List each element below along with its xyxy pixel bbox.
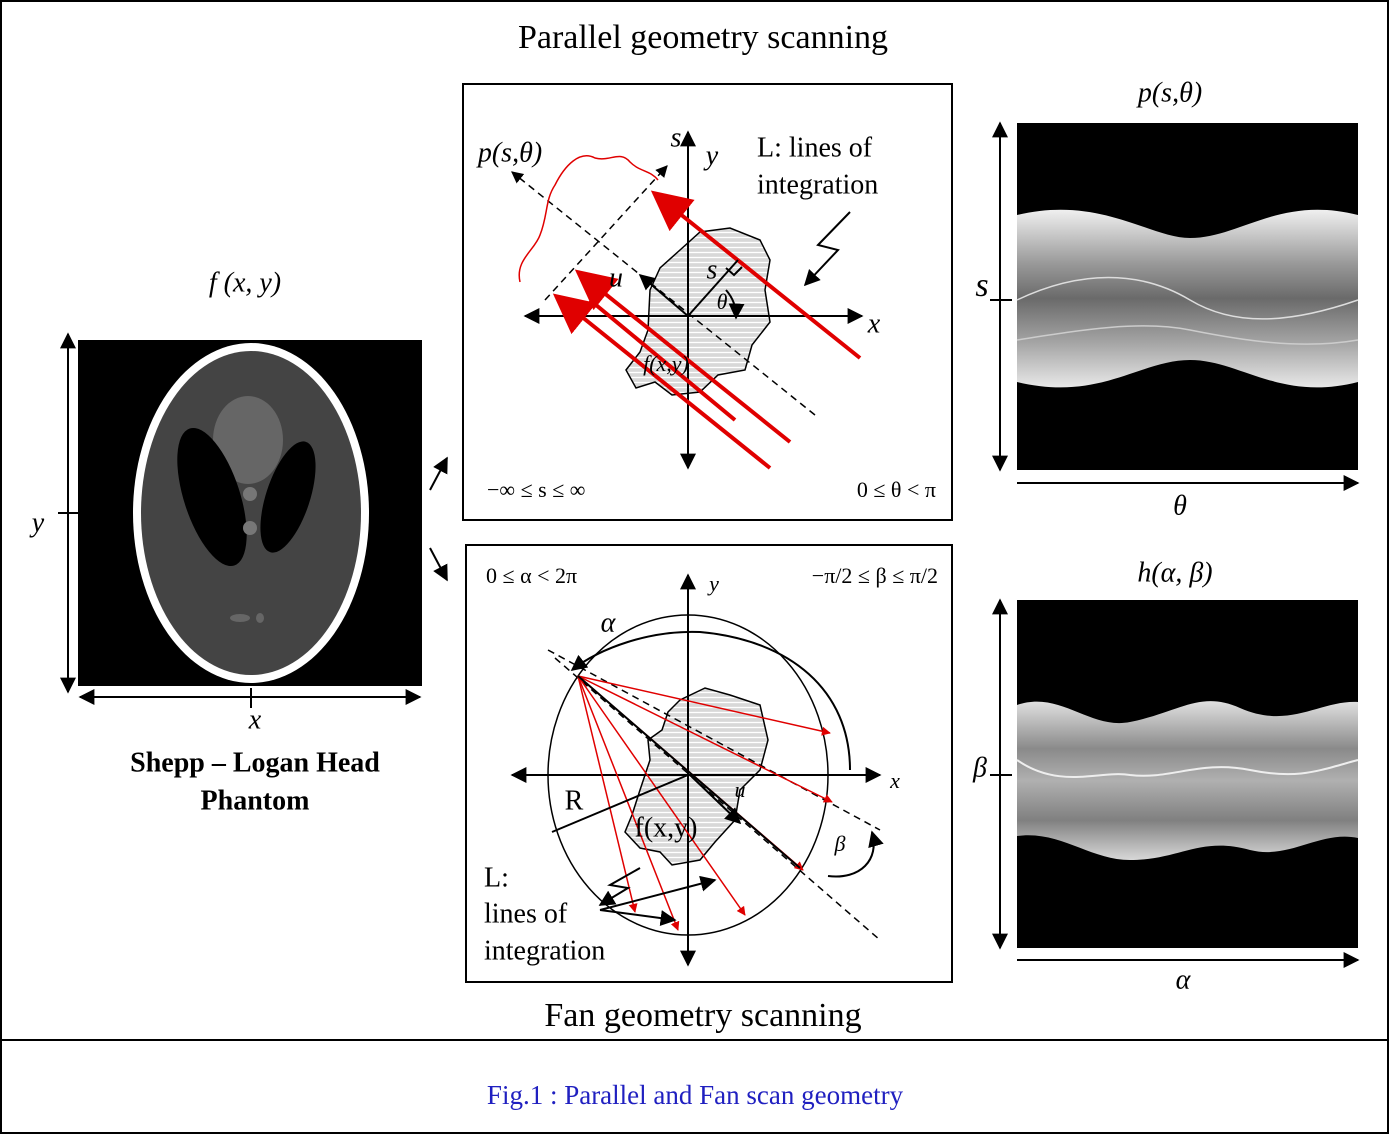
parallel-panel-shape (638, 273, 689, 317)
parallel-panel-shape (552, 293, 772, 470)
phantom-shape (256, 613, 264, 623)
phantom-label: f (x, y) (209, 267, 281, 298)
axis-label: x (867, 308, 881, 339)
axis-label: y (703, 140, 719, 171)
axis-label: β (972, 752, 987, 783)
fan-panel-shape-shape (577, 675, 680, 931)
fan-panel-shape (551, 774, 689, 833)
fan-panel-shape-shape (577, 675, 833, 803)
axis-label: s (671, 122, 682, 153)
fan-sinogram-shape (1017, 701, 1358, 860)
parallel-sinogram-shape (1016, 325, 1359, 345)
lines-label: L: (484, 862, 509, 893)
fan-panel-shape-shape (577, 675, 638, 913)
fan-sinogram-shape (1016, 759, 1359, 778)
sinogram-title: p(s,θ) (1136, 77, 1202, 108)
range: −π/2 ≤ β ≤ π/2 (812, 563, 938, 588)
parallel-panel-shape (518, 155, 659, 283)
axis-label: x (248, 704, 262, 735)
fan-panel-shape (599, 909, 677, 927)
parallel-panel-shape (511, 171, 816, 416)
lines-label: L: lines of (757, 132, 873, 163)
parallel-panel-shape (687, 259, 739, 317)
fan-panel-shape-shape (577, 675, 746, 916)
parallel-panel-shape (574, 269, 792, 444)
fan-sinogram (990, 598, 1360, 968)
title: Parallel geometry scanning (518, 19, 888, 56)
parallel-panel-shape (725, 289, 745, 320)
phantom-name: Shepp – Logan Head (130, 747, 380, 778)
fan-panel-shape (577, 675, 801, 869)
caption: Fig.1 : Parallel and Fan scan geometry (487, 1080, 904, 1110)
axis-label: α (1176, 964, 1192, 995)
axis-label: x (889, 768, 900, 793)
fan-title: Fan geometry scanning (544, 997, 861, 1034)
lines-label: integration (757, 169, 878, 200)
phantom-shape (429, 456, 448, 491)
theta-label: θ (717, 289, 728, 314)
fan-panel-shape (570, 630, 851, 771)
radius-label: R (565, 785, 584, 816)
fan-panel-shape (599, 875, 717, 911)
range: 0 ≤ α < 2π (486, 563, 577, 588)
object-label: f(x,y) (643, 351, 689, 376)
object-label: f(x,y) (635, 812, 698, 843)
fan-panel (465, 544, 953, 983)
lines-label: lines of (484, 898, 568, 929)
phantom-name: Phantom (201, 785, 310, 816)
axis-label: y (707, 571, 719, 596)
phantom-shape (429, 547, 448, 582)
phantom (58, 332, 448, 708)
phantom-shape (260, 441, 316, 553)
parallel-panel-shape (588, 298, 737, 422)
fan-panel-shape-shape (577, 675, 831, 736)
lines-label: integration (484, 935, 605, 966)
beta-label: β (834, 831, 846, 856)
phantom-shape (243, 521, 257, 535)
fan-panel-shape (827, 830, 884, 878)
axis-label: s (975, 267, 988, 304)
phantom-shape (243, 487, 257, 501)
alpha-label: α (601, 607, 617, 638)
parallel-sinogram (990, 121, 1360, 491)
fan-panel-shape (598, 867, 641, 906)
parallel-panel-shape (544, 165, 668, 301)
range: 0 ≤ θ < π (857, 477, 936, 502)
u-label: u (735, 777, 746, 802)
range: −∞ ≤ s ≤ ∞ (487, 477, 585, 502)
parallel-panel-shape (650, 190, 862, 360)
phantom-shape (213, 396, 283, 484)
phantom-shape (177, 427, 247, 567)
axis-label: y (29, 507, 45, 538)
sinogram-title: h(α, β) (1137, 557, 1212, 588)
parallel-panel (462, 83, 953, 521)
parallel-panel-shape (803, 211, 851, 287)
parallel-sinogram-shape (1016, 276, 1359, 320)
parallel-panel-shape (725, 266, 743, 277)
phantom-shape (230, 614, 250, 622)
fan-panel-shape (689, 774, 742, 825)
axis-label: θ (1173, 490, 1187, 521)
s-label: s (707, 254, 718, 285)
projection-label: p(s,θ) (476, 137, 542, 168)
u-label: u (609, 262, 623, 293)
